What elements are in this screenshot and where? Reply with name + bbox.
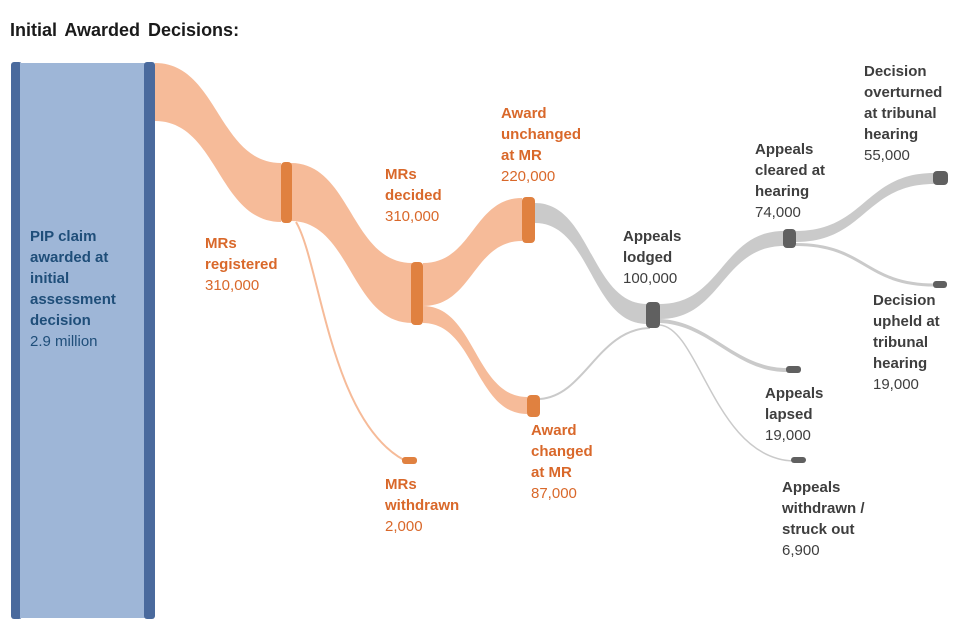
label-mrs-registered-value: 310,000 xyxy=(205,277,260,294)
label-award-unchanged: Award unchanged at MR 220,000 xyxy=(501,103,581,187)
label-appeals-withdrawn-name: Appeals withdrawn / struck out xyxy=(782,479,865,538)
label-decision-upheld-value: 19,000 xyxy=(873,376,919,393)
node-award-changed xyxy=(527,395,540,417)
label-appeals-withdrawn: Appeals withdrawn / struck out 6,900 xyxy=(782,477,865,561)
flow-appeals-lodged-to-appeals-cleared xyxy=(660,231,784,319)
label-appeals-lapsed-name: Appeals lapsed xyxy=(765,385,824,423)
label-pip-claim: PIP claim awarded at initial assessment … xyxy=(30,226,116,352)
label-appeals-lodged-name: Appeals lodged xyxy=(623,228,682,266)
node-appeals-cleared xyxy=(783,229,796,248)
label-appeals-cleared-value: 74,000 xyxy=(755,204,801,221)
flow-appeals-cleared-to-decision-overturned xyxy=(796,173,934,242)
label-mrs-decided-name: MRs decided xyxy=(385,166,442,204)
node-appeals-withdrawn xyxy=(791,457,806,463)
label-award-changed: Award changed at MR 87,000 xyxy=(531,420,593,504)
label-award-changed-name: Award changed at MR xyxy=(531,422,593,481)
label-mrs-registered-name: MRs registered xyxy=(205,235,278,273)
label-mrs-withdrawn-name: MRs withdrawn xyxy=(385,476,460,514)
label-award-unchanged-value: 220,000 xyxy=(501,168,556,185)
flow-mrs-decided-to-award-unchanged xyxy=(423,198,522,306)
flow-mrs-registered-to-mrs-withdrawn xyxy=(295,221,405,461)
label-award-unchanged-name: Award unchanged at MR xyxy=(501,105,582,164)
flow-appeals-lodged-to-appeals-lapsed xyxy=(660,319,787,372)
flow-pip-to-mrs-registered xyxy=(155,63,281,222)
pip-bar-right-edge xyxy=(144,62,155,619)
page-title: Initial Awarded Decisions: xyxy=(10,20,240,40)
label-award-changed-value: 87,000 xyxy=(531,485,577,502)
label-appeals-cleared-name: Appeals cleared at hearing xyxy=(755,141,826,200)
pip-bar-left-edge xyxy=(11,62,22,619)
node-appeals-lapsed xyxy=(786,366,801,373)
label-decision-overturned-name: Decision overturned at tribunal hearing xyxy=(864,63,943,143)
label-mrs-decided-value: 310,000 xyxy=(385,208,440,225)
flow-award-unchanged-to-appeals-lodged xyxy=(535,203,647,324)
label-appeals-cleared: Appeals cleared at hearing 74,000 xyxy=(755,139,825,223)
label-mrs-withdrawn: MRs withdrawn 2,000 xyxy=(385,474,459,537)
node-mrs-withdrawn xyxy=(402,457,417,464)
label-appeals-withdrawn-value: 6,900 xyxy=(782,542,820,559)
label-pip-claim-value: 2.9 million xyxy=(30,333,98,350)
label-mrs-decided: MRs decided 310,000 xyxy=(385,164,442,227)
label-appeals-lapsed: Appeals lapsed 19,000 xyxy=(765,383,823,446)
label-decision-overturned: Decision overturned at tribunal hearing … xyxy=(864,61,942,166)
flow-mrs-decided-to-award-changed xyxy=(423,306,527,414)
label-appeals-lodged: Appeals lodged 100,000 xyxy=(623,226,681,289)
label-mrs-registered: MRs registered 310,000 xyxy=(205,233,278,296)
label-decision-upheld-name: Decision upheld at tribunal hearing xyxy=(873,292,940,372)
flow-mrs-registered-to-mrs-decided xyxy=(291,163,412,323)
label-pip-claim-name: PIP claim awarded at initial assessment … xyxy=(30,228,116,329)
flow-appeals-cleared-to-decision-upheld xyxy=(795,243,935,287)
node-award-unchanged xyxy=(522,197,535,243)
flow-award-changed-to-appeals-lodged xyxy=(539,327,651,400)
node-decision-upheld xyxy=(933,281,947,288)
label-appeals-lapsed-value: 19,000 xyxy=(765,427,811,444)
node-decision-overturned xyxy=(933,171,948,185)
label-decision-upheld: Decision upheld at tribunal hearing 19,0… xyxy=(873,290,940,395)
label-appeals-lodged-value: 100,000 xyxy=(623,270,678,287)
pip-bar-fill xyxy=(20,63,146,618)
node-appeals-lodged xyxy=(646,302,660,328)
label-mrs-withdrawn-value: 2,000 xyxy=(385,518,423,535)
flow-appeals-lodged-to-appeals-withdrawn xyxy=(659,324,795,462)
node-mrs-decided xyxy=(411,262,423,325)
node-mrs-registered xyxy=(281,162,292,223)
label-decision-overturned-value: 55,000 xyxy=(864,147,910,164)
